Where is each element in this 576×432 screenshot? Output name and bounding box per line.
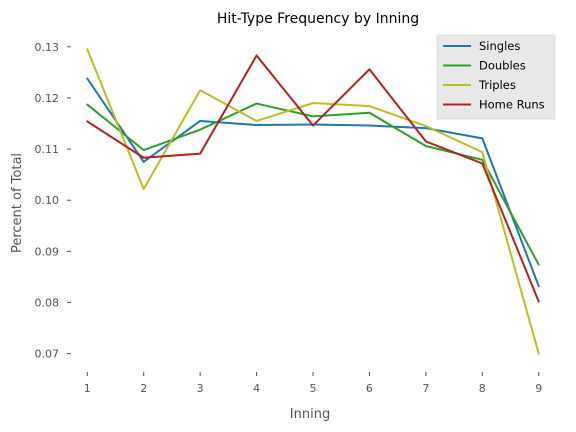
x-tick-label: 6 (366, 382, 373, 395)
legend-label-doubles: Doubles (479, 59, 526, 73)
series-line-home-runs (86, 54, 540, 303)
y-tick-label: 0.12 (35, 92, 60, 105)
x-tick-label: 8 (479, 382, 486, 395)
y-axis-label: Percent of Total (10, 153, 25, 253)
x-tick-label: 2 (140, 382, 147, 395)
x-tick-label: 5 (310, 382, 317, 395)
x-tick-label: 7 (422, 382, 429, 395)
legend-label-home-runs: Home Runs (479, 98, 545, 112)
y-tick-label: 0.09 (35, 245, 60, 258)
x-tick-label: 3 (197, 382, 204, 395)
x-tick-label: 9 (535, 382, 542, 395)
x-tick-label: 4 (253, 382, 260, 395)
legend: Singles Doubles Triples Home Runs (436, 34, 556, 120)
y-tick-label: 0.07 (35, 348, 60, 361)
x-axis: 1 2 3 4 5 6 7 8 9 (84, 372, 542, 395)
y-axis: 0.07 0.08 0.09 0.10 0.11 0.12 0.13 (35, 41, 71, 361)
x-tick-label: 1 (84, 382, 91, 395)
plot-lines (86, 48, 540, 355)
legend-label-singles: Singles (479, 39, 520, 53)
y-tick-label: 0.11 (35, 143, 60, 156)
legend-label-triples: Triples (478, 78, 516, 92)
series-line-doubles (86, 102, 540, 266)
y-tick-label: 0.08 (35, 297, 60, 310)
y-tick-label: 0.10 (35, 194, 60, 207)
chart-title: Hit-Type Frequency by Inning (217, 11, 419, 27)
y-tick-label: 0.13 (35, 41, 60, 54)
x-axis-label: Inning (290, 407, 330, 422)
